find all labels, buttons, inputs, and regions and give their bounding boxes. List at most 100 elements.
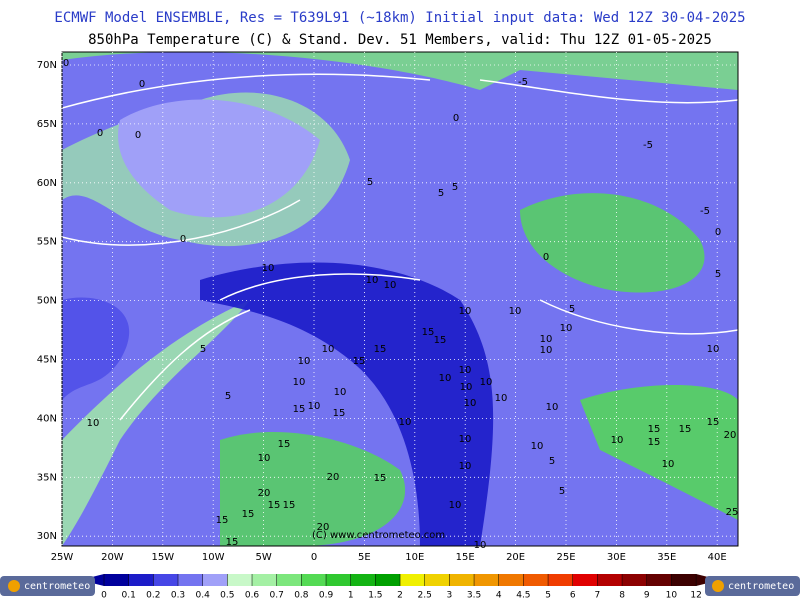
contour-label: 15	[422, 327, 435, 338]
contour-label: 5	[367, 177, 373, 188]
lat-label: 60N	[37, 178, 57, 189]
colorbar-swatch	[326, 574, 352, 586]
colorbar-label: 0.9	[319, 591, 334, 600]
contour-label: 5	[559, 486, 565, 497]
contour-label: 10	[540, 345, 553, 356]
contour-label: 0	[139, 79, 145, 90]
lon-label: 10W	[202, 552, 225, 563]
colorbar-label: 3.5	[467, 591, 481, 600]
colorbar-swatch	[128, 574, 154, 586]
colorbar-swatch	[449, 574, 475, 586]
title: ECMWF Model ENSEMBLE, Res = T639L91 (~18…	[54, 10, 745, 26]
contour-label: 15	[374, 473, 387, 484]
contour-label: 15	[226, 537, 239, 548]
colorbar-swatch	[424, 574, 450, 586]
colorbar-label: 7	[595, 591, 601, 600]
contour-label: 15	[648, 437, 661, 448]
colorbar-swatch	[474, 574, 500, 586]
colorbar-label: 0	[101, 591, 107, 600]
contour-label: 10	[87, 418, 100, 429]
contour-label: 0	[63, 58, 69, 69]
contour-label: 15	[333, 408, 346, 419]
contour-label: 15	[283, 500, 296, 511]
contour-label: 10	[531, 441, 544, 452]
colorbar-label: 1	[348, 591, 354, 600]
contour-label: 25	[726, 507, 739, 518]
contour-label: 10	[262, 263, 275, 274]
contour-label: 10	[399, 417, 412, 428]
colorbar-swatch	[104, 574, 130, 586]
contour-label: 10	[662, 459, 675, 470]
colorbar-swatch	[646, 574, 672, 586]
colorbar-swatch	[227, 574, 253, 586]
contour-label: 15	[353, 356, 366, 367]
lon-label: 15W	[151, 552, 174, 563]
colorbar-swatch	[153, 574, 179, 586]
lon-label: 5E	[358, 552, 371, 563]
contour-label: 10	[384, 280, 397, 291]
contour-label: 20	[317, 522, 330, 533]
colorbar-label: 0.6	[245, 591, 260, 600]
contour-label: 0	[715, 227, 721, 238]
colorbar-label: 1.5	[368, 591, 382, 600]
contour-label: 20	[724, 430, 737, 441]
colorbar-label: 10	[666, 591, 678, 600]
colorbar-swatch	[572, 574, 598, 586]
lat-label: 65N	[37, 119, 57, 130]
watermark: (C) www.centrometeo.com	[312, 530, 445, 541]
lon-label: 5W	[255, 552, 271, 563]
lat-label: 30N	[37, 531, 57, 542]
subtitle: 850hPa Temperature (C) & Stand. Dev. 51 …	[88, 32, 712, 48]
contour-label: -5	[700, 206, 710, 217]
lat-label: 70N	[37, 60, 57, 71]
lon-label: 10E	[405, 552, 424, 563]
colorbar-label: 12	[690, 591, 701, 600]
contour-label: 10	[366, 275, 379, 286]
contour-label: -5	[643, 140, 653, 151]
colorbar-swatch	[671, 574, 697, 586]
colorbar-label: 6	[570, 591, 576, 600]
contour-label: 15	[268, 500, 281, 511]
colorbar-swatch	[548, 574, 574, 586]
lon-label: 40E	[708, 552, 727, 563]
lat-label: 40N	[37, 413, 57, 424]
contour-label: 10	[449, 500, 462, 511]
contour-label: 0	[543, 252, 549, 263]
contour-label: 15	[374, 344, 387, 355]
colorbar-swatch	[202, 574, 228, 586]
logo-text: centrometeo	[728, 581, 794, 592]
colorbar-swatch	[350, 574, 376, 586]
contour-label: 10	[464, 398, 477, 409]
logo-right: centrometeo	[705, 576, 800, 596]
contour-label: 10	[459, 461, 472, 472]
lat-label: 50N	[37, 296, 57, 307]
contour-label: 10	[480, 377, 493, 388]
colorbar-swatch	[622, 574, 648, 586]
colorbar-label: 5	[545, 591, 551, 600]
colorbar-swatch	[400, 574, 426, 586]
contour-label: 15	[278, 439, 291, 450]
contour-label: 10	[258, 453, 271, 464]
contour-label: 5	[549, 456, 555, 467]
contour-label: 15	[707, 417, 720, 428]
contour-label: 5	[438, 188, 444, 199]
colorbar-swatch	[178, 574, 204, 586]
contour-label: 15	[242, 509, 255, 520]
logo-text: centrometeo	[24, 581, 90, 592]
colorbar-label: 0.4	[196, 591, 211, 600]
colorbar-swatch	[498, 574, 524, 586]
contour-label: 5	[225, 391, 231, 402]
lon-label: 25E	[556, 552, 575, 563]
contour-label: 5	[569, 304, 575, 315]
colorbar-label: 8	[619, 591, 625, 600]
contour-label: 20	[327, 472, 340, 483]
contour-label: 10	[560, 323, 573, 334]
contour-label: 0	[135, 130, 141, 141]
contour-label: 10	[459, 434, 472, 445]
contour-label: 10	[298, 356, 311, 367]
colorbar-swatch	[523, 574, 549, 586]
lon-label: 20E	[506, 552, 525, 563]
contour-label: 10	[474, 540, 487, 551]
lon-label: 35E	[657, 552, 676, 563]
